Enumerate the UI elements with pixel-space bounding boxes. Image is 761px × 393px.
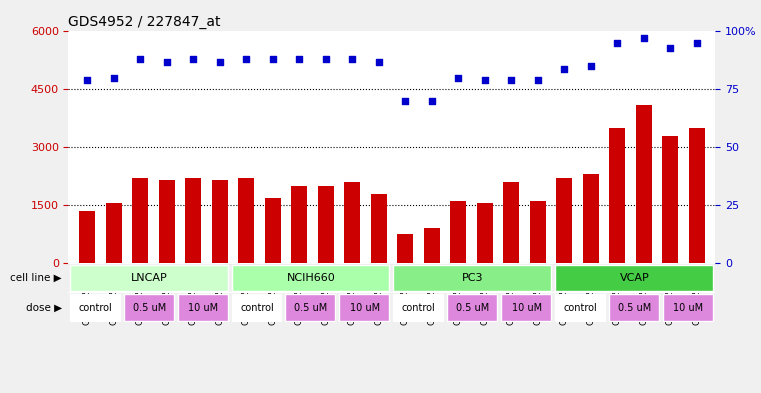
Point (558, 65, 570, 72)
Text: cell line ▶: cell line ▶ (11, 273, 62, 283)
Text: 0.5 uM: 0.5 uM (618, 303, 651, 312)
FancyBboxPatch shape (447, 294, 497, 321)
FancyBboxPatch shape (339, 294, 389, 321)
Bar (344, 182, 360, 263)
Bar (424, 228, 440, 263)
FancyBboxPatch shape (70, 294, 119, 321)
FancyBboxPatch shape (609, 294, 659, 321)
Point (187, 56, 199, 62)
Text: 0.5 uM: 0.5 uM (456, 303, 489, 312)
Bar (662, 136, 678, 263)
Text: control: control (78, 303, 113, 312)
Text: control: control (402, 303, 436, 312)
Point (81, 77, 93, 83)
FancyBboxPatch shape (177, 294, 228, 321)
Bar (132, 178, 148, 263)
Point (346, 56, 358, 62)
FancyBboxPatch shape (70, 265, 228, 291)
Text: NCIH660: NCIH660 (287, 273, 336, 283)
Bar (451, 202, 466, 263)
Text: 10 uM: 10 uM (350, 303, 380, 312)
Bar (265, 198, 281, 263)
Bar (158, 180, 174, 263)
Point (664, 44, 677, 51)
Bar (689, 128, 705, 263)
Point (320, 56, 332, 62)
Bar (530, 202, 546, 263)
Bar (79, 211, 95, 263)
Bar (556, 178, 572, 263)
Text: 10 uM: 10 uM (673, 303, 703, 312)
Text: GDS4952 / 227847_at: GDS4952 / 227847_at (68, 15, 221, 29)
Point (611, 40, 623, 46)
FancyBboxPatch shape (555, 294, 605, 321)
FancyBboxPatch shape (231, 265, 389, 291)
Point (452, 75, 464, 81)
Text: 0.5 uM: 0.5 uM (295, 303, 328, 312)
Text: control: control (564, 303, 597, 312)
Text: dose ▶: dose ▶ (26, 303, 62, 312)
Bar (635, 105, 651, 263)
Bar (185, 178, 201, 263)
Point (161, 59, 173, 65)
Point (399, 98, 411, 104)
Text: 0.5 uM: 0.5 uM (132, 303, 166, 312)
Bar (291, 186, 307, 263)
Point (584, 63, 597, 69)
Bar (212, 180, 228, 263)
FancyBboxPatch shape (124, 294, 174, 321)
Point (638, 35, 650, 42)
FancyBboxPatch shape (555, 265, 712, 291)
Bar (371, 194, 387, 263)
Point (134, 56, 146, 62)
Bar (610, 128, 626, 263)
Bar (476, 203, 492, 263)
Text: VCAP: VCAP (619, 273, 649, 283)
FancyBboxPatch shape (393, 294, 443, 321)
Bar (106, 203, 122, 263)
Point (266, 56, 279, 62)
Point (107, 75, 119, 81)
FancyBboxPatch shape (663, 294, 712, 321)
Bar (397, 234, 413, 263)
FancyBboxPatch shape (285, 294, 336, 321)
Point (425, 98, 438, 104)
Point (532, 77, 544, 83)
Point (691, 40, 703, 46)
FancyBboxPatch shape (501, 294, 551, 321)
Bar (317, 186, 333, 263)
Point (505, 77, 517, 83)
Point (240, 56, 252, 62)
FancyBboxPatch shape (393, 265, 551, 291)
Point (293, 56, 305, 62)
Point (214, 59, 226, 65)
Point (479, 77, 491, 83)
Bar (503, 182, 519, 263)
Text: LNCAP: LNCAP (131, 273, 167, 283)
Text: PC3: PC3 (462, 273, 483, 283)
Text: 10 uM: 10 uM (188, 303, 218, 312)
Point (373, 59, 385, 65)
FancyBboxPatch shape (231, 294, 282, 321)
Text: 10 uM: 10 uM (511, 303, 542, 312)
Bar (583, 174, 599, 263)
Text: control: control (240, 303, 274, 312)
Bar (238, 178, 254, 263)
